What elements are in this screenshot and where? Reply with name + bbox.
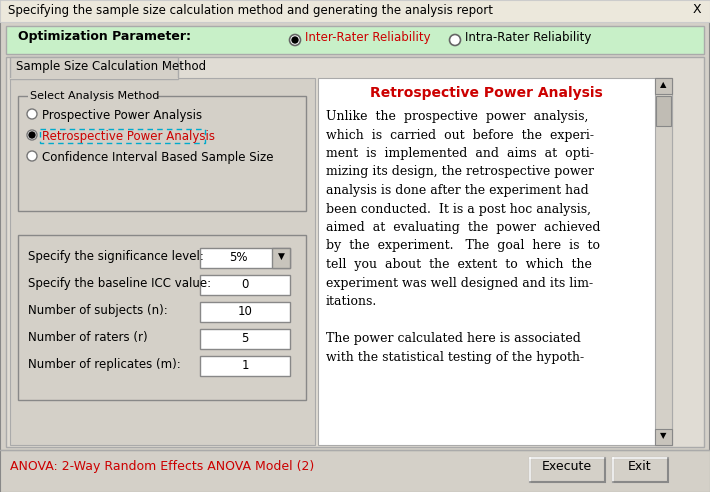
Text: experiment was well designed and its lim-: experiment was well designed and its lim… [326,277,593,289]
Bar [10,78,178,79]
Text: 1: 1 [241,359,248,372]
Text: 5: 5 [241,332,248,345]
Text: ment  is  implemented  and  aims  at  opti-: ment is implemented and aims at opti- [326,147,594,160]
Bar [655,429,672,445]
Text: which  is  carried  out  before  the  experi-: which is carried out before the experi- [326,128,594,142]
Text: Unlike  the  prospective  power  analysis,: Unlike the prospective power analysis, [326,110,589,123]
Bar [6,57,704,447]
Text: aimed  at  evaluating  the  power  achieved: aimed at evaluating the power achieved [326,221,601,234]
Circle shape [27,130,37,140]
Text: Prospective Power Analysis: Prospective Power Analysis [42,109,202,122]
Text: Sample Size Calculation Method: Sample Size Calculation Method [16,60,206,73]
Bar [613,458,668,482]
Bar [530,458,605,482]
Bar [18,235,306,400]
Circle shape [449,34,461,45]
Text: ▼: ▼ [278,252,285,261]
Bar [200,329,290,349]
Text: Select Analysis Method: Select Analysis Method [30,91,159,101]
Bar [200,302,290,322]
Text: ANOVA: 2-Way Random Effects ANOVA Model (2): ANOVA: 2-Way Random Effects ANOVA Model … [10,460,315,473]
Circle shape [290,34,300,45]
Text: The power calculated here is associated: The power calculated here is associated [326,332,581,345]
Text: Number of replicates (m):: Number of replicates (m): [28,358,181,371]
Text: tell  you  about  the  extent  to  which  the: tell you about the extent to which the [326,258,592,271]
Text: X: X [693,3,701,16]
Bar [200,275,290,295]
Text: with the statistical testing of the hypoth-: with the statistical testing of the hypo… [326,350,584,364]
Text: Retrospective Power Analysis: Retrospective Power Analysis [370,86,602,100]
Circle shape [292,37,298,43]
Text: Number of raters (r): Number of raters (r) [28,331,148,344]
Text: Exit: Exit [628,460,652,473]
Bar [18,96,306,211]
Bar [10,78,315,445]
Text: by  the  experiment.   The  goal  here  is  to: by the experiment. The goal here is to [326,240,600,252]
Text: Confidence Interval Based Sample Size: Confidence Interval Based Sample Size [42,151,273,164]
Bar [40,129,205,143]
Text: Retrospective Power Analysis: Retrospective Power Analysis [42,130,215,143]
Text: 5%: 5% [229,251,247,264]
Text: Specify the baseline ICC value:: Specify the baseline ICC value: [28,277,211,290]
Text: itations.: itations. [326,295,377,308]
Bar [0,0,710,22]
Text: Specifying the sample size calculation method and generating the analysis report: Specifying the sample size calculation m… [8,4,493,17]
Text: ▲: ▲ [660,80,666,89]
Text: Number of subjects (n):: Number of subjects (n): [28,304,168,317]
Bar [0,450,710,492]
Text: 0: 0 [241,278,248,291]
Circle shape [27,151,37,161]
Bar [318,78,672,445]
Bar [656,96,671,126]
Text: been conducted.  It is a post hoc analysis,: been conducted. It is a post hoc analysi… [326,203,591,215]
Text: ▼: ▼ [660,431,666,440]
Text: Specify the significance level:: Specify the significance level: [28,250,204,263]
Bar [655,78,672,445]
Circle shape [29,132,35,138]
Bar [272,248,290,268]
Text: analysis is done after the experiment had: analysis is done after the experiment ha… [326,184,589,197]
Text: Optimization Parameter:: Optimization Parameter: [18,30,191,43]
Text: Execute: Execute [542,460,592,473]
Bar [10,57,178,79]
Bar [200,356,290,376]
Text: 10: 10 [238,305,253,318]
Text: mizing its design, the retrospective power: mizing its design, the retrospective pow… [326,165,594,179]
Bar [6,26,704,54]
Circle shape [27,109,37,119]
Bar [655,78,672,94]
Bar [28,92,158,102]
Text: Inter-Rater Reliability: Inter-Rater Reliability [305,31,431,44]
Text: Intra-Rater Reliability: Intra-Rater Reliability [465,31,591,44]
Bar [200,248,290,268]
